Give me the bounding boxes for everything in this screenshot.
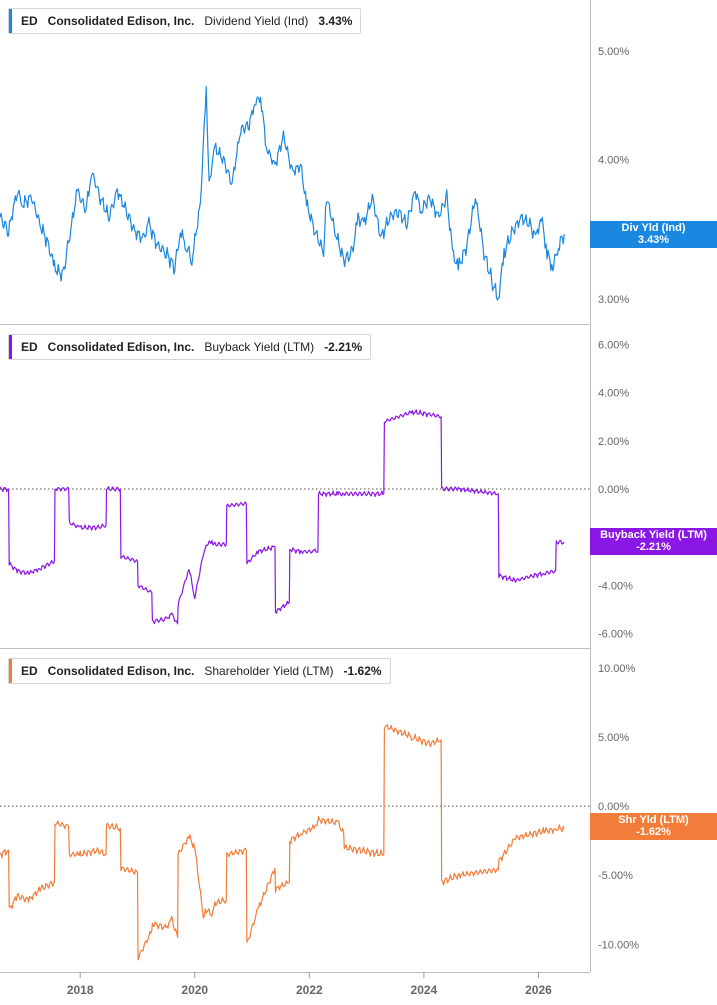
x-tick-label: 2026 [525, 983, 552, 997]
legend-ticker: ED [21, 14, 38, 28]
legend-dividend-yield[interactable]: ED Consolidated Edison, Inc. Dividend Yi… [8, 8, 362, 34]
legend-value: -1.62% [343, 664, 382, 678]
y-tick-label: 2.00% [598, 436, 629, 448]
y-tick-label: 5.00% [598, 732, 629, 744]
x-tick-label: 2022 [296, 983, 323, 997]
series-color-swatch [9, 335, 12, 359]
legend-company: Consolidated Edison, Inc. [47, 664, 195, 678]
legend-metric: Buyback Yield (LTM) [204, 340, 315, 354]
y-tick-label: 4.00% [598, 388, 629, 400]
value-tag-dividend-yield: Div Yld (Ind) 3.43% [590, 221, 717, 248]
value-tag-value: -2.21% [636, 541, 671, 553]
y-tick-label: 10.00% [598, 663, 636, 675]
x-tick-label: 2024 [411, 983, 438, 997]
legend-buyback-yield[interactable]: ED Consolidated Edison, Inc. Buyback Yie… [8, 334, 372, 360]
x-tick-label: 2018 [67, 983, 94, 997]
legend-company: Consolidated Edison, Inc. [47, 14, 195, 28]
y-tick-label: 0.00% [598, 484, 629, 496]
series-color-swatch [9, 9, 12, 33]
legend-value: 3.43% [318, 14, 353, 28]
series-line-shareholder-yield [0, 724, 565, 961]
legend-value: -2.21% [324, 340, 363, 354]
legend-metric: Shareholder Yield (LTM) [204, 664, 334, 678]
y-tick-label: 0.00% [598, 801, 629, 813]
value-tag-buyback-yield: Buyback Yield (LTM) -2.21% [590, 528, 717, 555]
x-tick-label: 2020 [181, 983, 208, 997]
y-tick-label: 5.00% [598, 46, 629, 58]
legend-ticker: ED [21, 664, 38, 678]
legend-metric: Dividend Yield (Ind) [204, 14, 309, 28]
value-tag-value: 3.43% [637, 234, 670, 246]
legend-company: Consolidated Edison, Inc. [47, 340, 195, 354]
series-line-buyback-yield [0, 409, 565, 625]
value-tag-shareholder-yield: Shr Yld (LTM) -1.62% [590, 813, 717, 840]
series-color-swatch [9, 659, 12, 683]
value-tag-label: Div Yld (Ind) [621, 222, 686, 234]
value-tag-label: Shr Yld (LTM) [618, 814, 689, 826]
value-tag-value: -1.62% [636, 826, 671, 838]
y-tick-label: -5.00% [598, 870, 633, 882]
y-tick-label: -4.00% [598, 580, 633, 592]
y-tick-label: 6.00% [598, 339, 629, 351]
y-tick-label: 3.00% [598, 294, 629, 306]
value-tag-label: Buyback Yield (LTM) [600, 529, 707, 541]
y-tick-label: -6.00% [598, 629, 633, 641]
y-tick-label: -10.00% [598, 939, 639, 951]
series-line-dividend-yield [0, 85, 565, 301]
legend-ticker: ED [21, 340, 38, 354]
y-tick-label: 4.00% [598, 155, 629, 167]
legend-shareholder-yield[interactable]: ED Consolidated Edison, Inc. Shareholder… [8, 658, 391, 684]
